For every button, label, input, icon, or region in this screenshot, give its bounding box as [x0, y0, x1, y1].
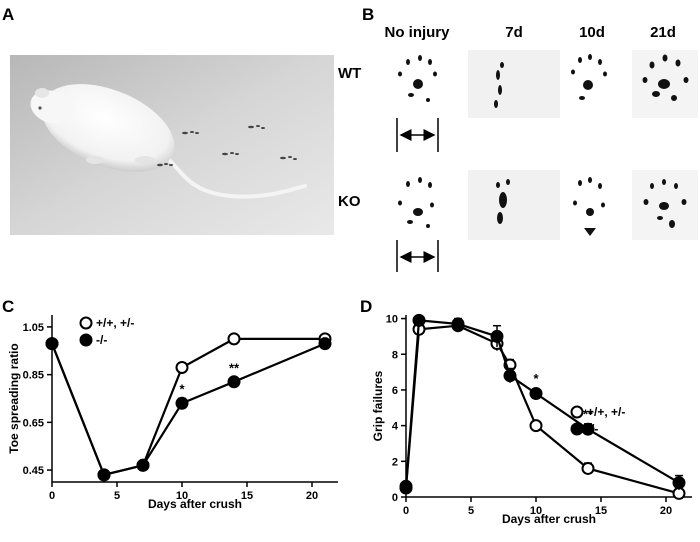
chart-d-point-0-5	[529, 419, 543, 433]
chart-c-significance-1: **	[229, 360, 240, 375]
chart-c-x-tick-label: 0	[49, 490, 55, 502]
chart-d-legend-marker-1	[570, 422, 584, 436]
chart-d-x-tick-label: 20	[660, 505, 672, 517]
chart-c-x-tick-label: 15	[241, 490, 253, 502]
chart-d-point-1-4	[503, 369, 517, 383]
chart-c-legend: +/+, +/- -/-	[79, 316, 134, 347]
chart-c-point-1-2	[136, 458, 150, 472]
chart-d-y-axis-label: Grip failures	[371, 370, 385, 441]
chart-c-legend-marker-1	[79, 333, 93, 347]
panel-label-a: A	[2, 5, 14, 24]
chart-c-x-tick-label: 5	[114, 490, 120, 502]
mouse-body	[41, 84, 175, 172]
chart-c-point-0-4	[227, 332, 241, 346]
mouse-ear	[35, 88, 49, 98]
mouse-photo	[10, 55, 334, 235]
chart-d-x-tick-label: 10	[530, 505, 542, 517]
mouse-head	[30, 90, 74, 124]
chart-d-y-tick-label: 6	[392, 385, 398, 397]
col-header-21d: 21d	[650, 24, 676, 41]
chart-c: 0 5 10 15 20 0.45 0.65 0.85 1.05 Days after crush…	[7, 315, 338, 511]
chart-c-series-line-1	[50, 342, 326, 477]
chart-d-y-tick-label: 4	[392, 421, 399, 433]
chart-c-y-tick-label: 0.65	[23, 417, 44, 429]
chart-d-point-1-7	[672, 476, 686, 490]
chart-c-point-1-0	[45, 337, 59, 351]
footprint-ko-10d	[573, 177, 605, 236]
row-label-wt: WT	[338, 65, 361, 82]
panel-label-d: D	[360, 297, 372, 316]
chart-d-point-0-6	[581, 461, 595, 475]
chart-d-y-tick-label: 2	[392, 456, 398, 468]
panel-label-b: B	[362, 5, 374, 24]
chart-d-x-tick-label: 0	[403, 505, 409, 517]
chart-d-series-line-1	[404, 319, 680, 487]
chart-c-y-tick-label: 1.05	[23, 322, 44, 334]
chart-d-significance-0: *	[533, 371, 539, 386]
chart-d-point-1-3	[490, 329, 504, 343]
chart-d-x-tick-label: 15	[595, 505, 607, 517]
chart-c-y-tick-label: 0.45	[23, 465, 44, 477]
chart-c-point-1-3	[175, 396, 189, 410]
footprint-tile-wt-7d	[468, 50, 560, 118]
chart-c-legend-label-0: +/+, +/-	[96, 316, 134, 330]
panel-label-c: C	[2, 297, 14, 316]
chart-d-y-tick-label: 10	[386, 314, 398, 326]
chart-d-legend-label-1: -/-	[587, 422, 598, 436]
chart-d-legend-label-0: +/+, +/-	[587, 405, 625, 419]
chart-c-point-1-4	[227, 375, 241, 389]
chart-d-x-tick-label: 5	[468, 505, 474, 517]
chart-c-y-tick-label: 0.85	[23, 370, 44, 382]
row-label-ko: KO	[338, 193, 361, 210]
footprint-wt-10d	[571, 54, 607, 100]
footprint-wt-7d	[494, 62, 504, 108]
footprint-ko-21d	[643, 179, 687, 228]
chart-d-series-line-0	[404, 324, 680, 495]
chart-d-point-1-5	[529, 387, 543, 401]
footprint-trail	[157, 125, 297, 167]
chart-c-legend-label-1: -/-	[96, 333, 107, 347]
chart-c-legend-marker-0	[79, 316, 93, 330]
col-header-7d: 7d	[505, 24, 523, 41]
chart-d-point-1-0	[399, 479, 413, 493]
footprint-wt-no-injury	[398, 55, 437, 102]
col-header-10d: 10d	[579, 24, 605, 41]
chart-d-y-tick-label: 0	[392, 492, 398, 504]
chart-c-significance-0: *	[179, 382, 185, 397]
chart-c-x-tick-label: 20	[306, 490, 318, 502]
chart-c-point-1-5	[318, 337, 332, 351]
chart-d-x-axis-label: Days after crush	[502, 512, 596, 526]
mouse-foot	[135, 156, 155, 164]
chart-c-y-axis-label: Toe spreading ratio	[7, 343, 21, 453]
chart-c-point-0-3	[175, 360, 189, 374]
col-header-no-injury: No injury	[384, 24, 450, 41]
mouse-eye	[38, 106, 42, 110]
footprint-ko-no-injury	[398, 177, 434, 228]
chart-d-marks: ***	[399, 313, 686, 500]
chart-d-legend: +/+, +/- -/-	[570, 405, 625, 436]
chart-c-series-line-0	[50, 337, 325, 477]
chart-c-x-axis-label: Days after crush	[148, 497, 242, 511]
chart-d-y-tick-label: 8	[392, 349, 398, 361]
footprint-ko-7d	[496, 179, 510, 224]
toe-spread-marker-ko	[396, 240, 439, 272]
mouse-foot	[86, 156, 104, 164]
mouse-tail	[158, 148, 307, 199]
chart-c-marks: ***	[45, 332, 332, 482]
chart-d-legend-marker-0	[570, 405, 584, 419]
chart-d-significance-1: **	[583, 406, 594, 421]
chart-c-point-1-1	[97, 468, 111, 482]
toe-spread-marker-wt	[396, 118, 439, 152]
chart-c-x-tick-label: 10	[176, 490, 188, 502]
footprint-wt-21d	[642, 54, 689, 101]
chart-d-point-1-1	[412, 313, 426, 327]
chart-c-axes: 0 5 10 15 20 0.45 0.65 0.85 1.05 Days after crush…	[7, 315, 338, 511]
footprint-tile-ko-7d	[468, 170, 560, 240]
chart-d-point-1-2	[451, 317, 465, 331]
footprint-grid	[398, 50, 698, 240]
